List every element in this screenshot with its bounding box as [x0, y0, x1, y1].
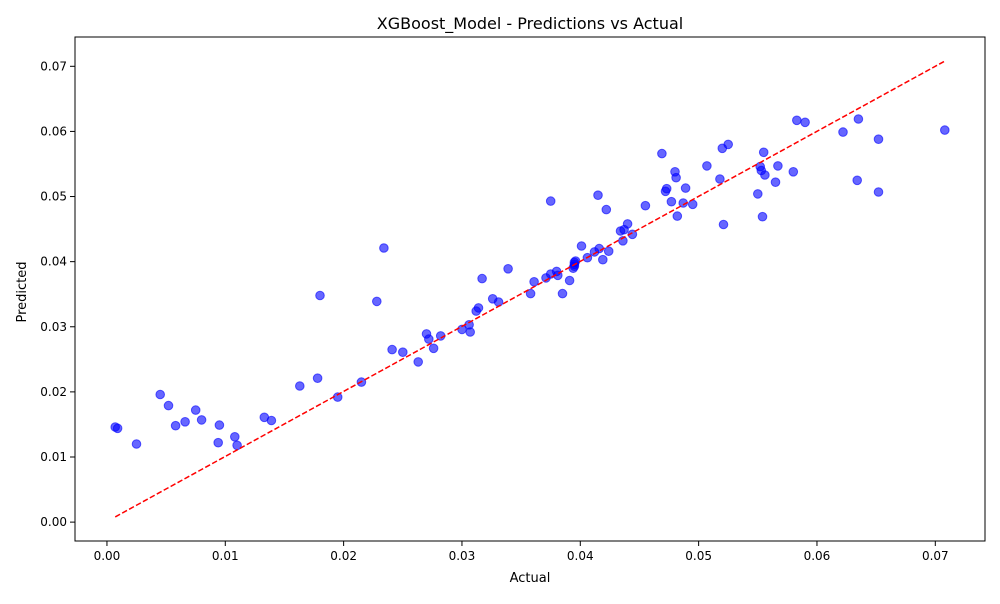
data-point: [424, 334, 434, 344]
plot-frame: [74, 36, 986, 542]
data-point: [873, 187, 884, 197]
data-point: [180, 417, 190, 427]
y-tick-label: 0.02: [40, 385, 67, 399]
x-tick-label: 0.01: [212, 549, 239, 563]
data-point: [503, 264, 513, 274]
data-point: [230, 432, 240, 442]
y-tick-label: 0.07: [40, 59, 67, 73]
data-point: [622, 219, 633, 229]
x-axis-title: Actual: [510, 571, 551, 586]
y-axis-ticks: 0.00 0.01 0.02 0.03 0.04 0.05 0.06 0.07: [40, 59, 75, 529]
data-point: [428, 343, 439, 354]
y-tick-label: 0.04: [40, 255, 67, 269]
x-tick-label: 0.06: [804, 549, 831, 563]
data-point: [788, 167, 799, 177]
x-tick-label: 0.02: [330, 549, 357, 563]
x-tick-label: 0.05: [685, 549, 712, 563]
y-axis-title: Predicted: [15, 261, 30, 322]
data-point: [702, 161, 712, 171]
data-point: [266, 415, 277, 426]
data-point: [680, 183, 691, 193]
data-point: [413, 357, 424, 367]
data-point: [163, 400, 174, 411]
data-point: [598, 254, 608, 265]
data-point: [493, 297, 504, 307]
data-point: [792, 115, 802, 126]
y-tick-label: 0.03: [40, 320, 67, 334]
data-point: [170, 420, 181, 431]
x-tick-label: 0.00: [94, 549, 121, 563]
data-point: [379, 243, 389, 253]
data-point: [601, 204, 612, 215]
data-point: [312, 373, 323, 384]
y-tick-label: 0.05: [40, 190, 67, 204]
data-point: [387, 344, 397, 355]
y-tick-label: 0.00: [40, 515, 67, 529]
data-point: [155, 389, 165, 400]
data-point: [525, 288, 536, 299]
data-point: [715, 174, 725, 184]
data-point: [564, 275, 575, 286]
data-point: [852, 175, 863, 186]
data-point: [873, 134, 884, 144]
data-point: [640, 200, 651, 211]
data-point: [757, 211, 768, 222]
data-point: [838, 127, 848, 137]
data-point: [213, 437, 223, 448]
data-point: [190, 405, 201, 415]
x-tick-label: 0.04: [567, 549, 594, 563]
data-point: [593, 190, 603, 200]
data-point: [940, 125, 950, 135]
data-point: [853, 114, 864, 124]
data-point: [718, 219, 729, 230]
data-point: [666, 196, 677, 207]
data-point: [760, 170, 770, 180]
data-point: [758, 147, 769, 158]
data-point: [773, 161, 783, 171]
data-point: [315, 290, 325, 301]
data-point: [214, 420, 225, 430]
chart-title: XGBoost_Model - Predictions vs Actual: [377, 14, 683, 34]
y-tick-label: 0.01: [40, 450, 67, 464]
data-point: [398, 347, 408, 358]
data-point: [465, 327, 476, 337]
data-point: [800, 117, 810, 128]
data-point: [477, 273, 487, 284]
data-point: [529, 277, 539, 287]
data-point: [473, 303, 484, 313]
points-layer: [110, 114, 950, 451]
data-point: [576, 241, 587, 251]
data-point: [770, 177, 781, 187]
data-point: [131, 439, 142, 449]
data-point: [545, 196, 556, 206]
data-point: [672, 211, 683, 221]
data-point: [723, 139, 734, 150]
data-point: [657, 148, 667, 159]
x-tick-label: 0.03: [449, 549, 476, 563]
data-point: [603, 246, 614, 256]
data-point: [661, 183, 672, 194]
data-point: [112, 423, 123, 434]
data-point: [753, 189, 763, 199]
data-point: [196, 415, 207, 425]
data-point: [671, 172, 681, 183]
data-point: [372, 296, 382, 307]
data-point: [295, 381, 305, 391]
x-tick-label: 0.07: [922, 549, 949, 563]
data-point: [687, 199, 698, 210]
x-axis-ticks: 0.00 0.01 0.02 0.03 0.04 0.05 0.06 0.07: [94, 541, 949, 563]
data-point: [557, 288, 568, 299]
y-tick-label: 0.06: [40, 124, 67, 138]
